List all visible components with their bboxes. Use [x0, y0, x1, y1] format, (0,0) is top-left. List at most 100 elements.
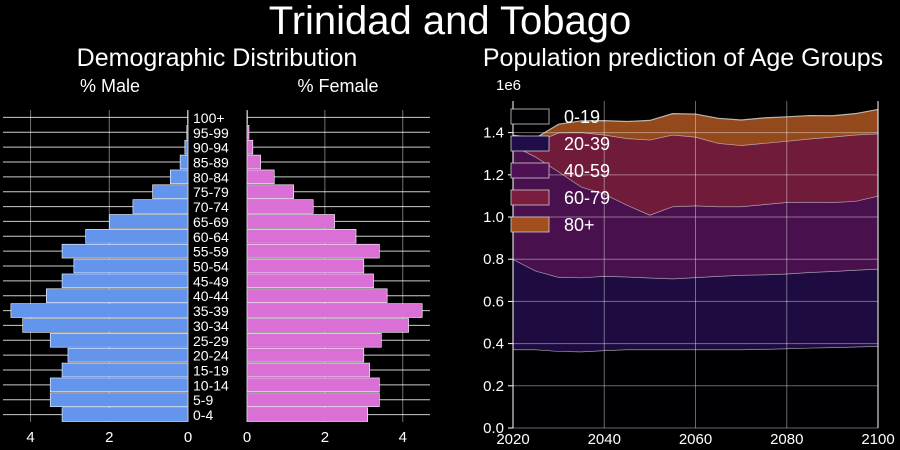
female-bar-15-19	[246, 362, 370, 378]
legend-swatch-40-59	[510, 162, 550, 179]
male-bar-90-94	[184, 139, 189, 155]
area-y-tick-label: 1.0	[483, 209, 504, 226]
male-bar-15-19	[61, 362, 189, 378]
male-bar-65-69	[108, 214, 189, 229]
area-40-59	[513, 145, 878, 279]
area-80+	[513, 109, 878, 146]
female-bar-50-54	[246, 258, 365, 274]
female-tick-label: 0	[243, 429, 251, 446]
area-y-tick-label: 0.4	[483, 336, 504, 353]
age-group-label: 85-89	[193, 155, 229, 171]
age-group-label: 100+	[193, 110, 225, 126]
female-bar-95-99	[246, 125, 250, 140]
female-bar-30-34	[246, 318, 409, 333]
female-bar-65-69	[246, 214, 335, 229]
male-bar-95-99	[186, 125, 189, 140]
area-60-79	[513, 132, 878, 215]
main-title: Trinidad and Tobago	[269, 0, 632, 43]
age-group-label: 75-79	[193, 184, 229, 200]
age-group-label: 10-14	[193, 377, 229, 393]
legend-swatch-80+	[510, 216, 550, 233]
age-group-label: 20-24	[193, 348, 229, 364]
age-group-label: 15-19	[193, 363, 229, 379]
male-bar-10-14	[49, 377, 189, 393]
legend-swatch-20-39	[510, 135, 550, 152]
female-bar-45-49	[246, 273, 374, 289]
area-x-tick-label: 2040	[588, 431, 621, 448]
female-tick-label: 4	[399, 429, 407, 446]
male-bar-75-79	[152, 184, 189, 199]
y-multiplier-label: 1e6	[496, 77, 521, 94]
male-bar-60-64	[85, 229, 189, 244]
age-group-label: 35-39	[193, 303, 229, 319]
male-bar-0-4	[61, 407, 189, 422]
female-bar-40-44	[246, 288, 388, 303]
female-bar-5-9	[246, 392, 380, 407]
area-x-tick-label: 2080	[770, 431, 803, 448]
female-tick-label: 2	[321, 429, 329, 446]
legend-label-0-19: 0-19	[564, 107, 600, 127]
age-group-label: 80-84	[193, 169, 229, 185]
age-group-label: 40-44	[193, 288, 229, 304]
age-group-label: 60-64	[193, 229, 229, 245]
legend-label-80+: 80+	[564, 215, 595, 235]
female-bar-55-59	[246, 243, 380, 259]
legend-label-40-59: 40-59	[564, 161, 610, 181]
male-bar-25-29	[49, 333, 189, 348]
male-tick-label: 0	[184, 429, 192, 446]
age-group-label: 95-99	[193, 125, 229, 141]
area-y-tick-label: 0.2	[483, 378, 504, 395]
area-title: Population prediction of Age Groups	[483, 44, 883, 72]
male-bar-70-74	[132, 199, 189, 214]
age-group-label: 70-74	[193, 199, 229, 215]
male-bar-40-44	[45, 288, 189, 303]
area-y-tick-label: 0.0	[483, 420, 504, 437]
female-bar-85-89	[246, 154, 261, 170]
area-y-tick-label: 1.4	[483, 125, 504, 142]
male-bar-80-84	[169, 169, 189, 185]
female-bar-90-94	[246, 139, 254, 155]
area-x-tick-label: 2060	[679, 431, 712, 448]
male-bar-45-49	[61, 273, 189, 289]
area-x-tick-label: 2020	[496, 431, 529, 448]
age-group-label: 0-4	[193, 407, 213, 423]
age-group-label: 65-69	[193, 214, 229, 230]
female-bar-20-24	[246, 347, 365, 363]
age-group-label: 45-49	[193, 273, 229, 289]
male-bar-35-39	[10, 303, 189, 318]
male-tick-label: 4	[26, 429, 34, 446]
male-bar-50-54	[73, 258, 189, 274]
female-bar-0-4	[246, 407, 369, 422]
female-bar-10-14	[246, 377, 380, 393]
area-20-39	[513, 259, 878, 352]
age-group-label: 90-94	[193, 140, 229, 156]
female-bar-25-29	[246, 333, 382, 348]
male-bar-85-89	[179, 154, 189, 170]
age-group-label: 25-29	[193, 333, 229, 349]
female-bar-70-74	[246, 199, 314, 214]
female-axis-label: % Female	[297, 76, 378, 96]
male-axis-label: % Male	[80, 76, 140, 96]
age-group-label: 50-54	[193, 259, 229, 275]
female-bar-35-39	[246, 303, 423, 318]
legend-label-20-39: 20-39	[564, 134, 610, 154]
age-group-label: 5-9	[193, 392, 213, 408]
male-bar-55-59	[61, 243, 189, 259]
area-0-19	[513, 346, 878, 428]
male-tick-label: 2	[105, 429, 113, 446]
male-bar-30-34	[22, 318, 189, 333]
area-x-tick-label: 2100	[861, 431, 894, 448]
area-edge-80+	[512, 108, 879, 139]
age-group-label: 55-59	[193, 244, 229, 260]
legend-label-60-79: 60-79	[564, 188, 610, 208]
area-y-tick-label: 0.6	[483, 293, 504, 310]
female-bar-75-79	[246, 184, 295, 199]
legend-swatch-60-79	[510, 189, 550, 206]
area-y-tick-label: 0.8	[483, 251, 504, 268]
female-bar-80-84	[246, 169, 275, 185]
female-bar-60-64	[246, 229, 357, 244]
legend-swatch-0-19	[510, 108, 550, 125]
pyramid-title: Demographic Distribution	[77, 44, 358, 72]
male-bar-5-9	[49, 392, 189, 407]
